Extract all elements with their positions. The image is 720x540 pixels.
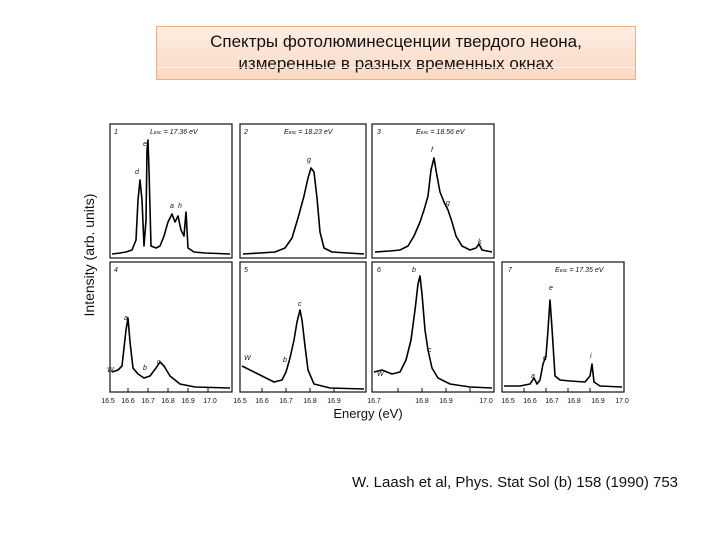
x-axis-label: Energy (eV) [333, 406, 402, 421]
panel-6-spectrum [373, 275, 493, 389]
xtick-label: 16.5 [233, 398, 247, 405]
xtick-label: 16.7 [279, 398, 293, 405]
p6-label-b: b [412, 267, 416, 274]
p5-label-c: c [298, 301, 302, 308]
panel-3-frame [371, 123, 495, 259]
p1-label-a: a [170, 203, 174, 210]
p6-label-w: W [377, 371, 385, 378]
panel-2-frame [239, 123, 367, 259]
p7-label-e: e [549, 285, 553, 292]
xtick-label: 16.8 [303, 398, 317, 405]
p4-label-b: b [143, 365, 147, 372]
xtick-label: 16.9 [327, 398, 341, 405]
panel-6-number: 6 [377, 267, 381, 274]
p2-label-g: g [307, 157, 311, 164]
p1-label-h: h [178, 203, 182, 210]
panel-6-frame [371, 261, 495, 393]
p5-label-b: b [283, 357, 287, 364]
slide-title: Спектры фотолюминесценции твердого неона… [156, 26, 636, 80]
slide-title-line-1: Спектры фотолюминесценции твердого неона… [210, 32, 582, 51]
panel-2-energy: Eexc = 18.23 eV [284, 129, 334, 136]
p4-label-a: a [124, 315, 128, 322]
panel-4-spectrum [111, 317, 231, 389]
y-axis-label: Intensity (arb. units) [81, 194, 97, 317]
panel-2-number: 2 [243, 129, 248, 136]
p3-label-g: g [446, 200, 450, 207]
xtick-label: 16.5 [501, 398, 515, 405]
xtick-label: 17.0 [203, 398, 217, 405]
xtick-label: 16.5 [101, 398, 115, 405]
panel-3-energy: Eexc = 18.56 eV [416, 129, 466, 136]
panel-4-number: 4 [114, 267, 118, 274]
p3-label-f: f [431, 147, 434, 154]
p7-label-d: d [543, 355, 548, 362]
p7-label-i: i [590, 353, 592, 360]
xtick-label: 16.8 [161, 398, 175, 405]
xtick-label: 16.9 [439, 398, 453, 405]
panel-3-spectrum [374, 157, 493, 253]
citation: W. Laash et al, Phys. Stat Sol (b) 158 (… [352, 474, 679, 491]
xtick-label: 16.7 [545, 398, 559, 405]
p7-label-a: a [531, 373, 535, 380]
p3-label-k: k [478, 239, 482, 246]
panel-7-energy: Eexc = 17.35 eV [555, 267, 605, 274]
panel-3-number: 3 [377, 129, 381, 136]
panel-1-number: 1 [114, 129, 118, 136]
xtick-label: 16.8 [415, 398, 429, 405]
panel-5-frame [239, 261, 367, 393]
panel-5-spectrum [241, 309, 365, 390]
xtick-label: 16.6 [121, 398, 135, 405]
xtick-label: 16.6 [255, 398, 269, 405]
panel-1-energy: Lexc = 17.36 eV [150, 129, 199, 136]
panel-1-spectrum [111, 139, 231, 255]
xtick-label: 16.7 [141, 398, 155, 405]
xtick-label: 16.9 [591, 398, 605, 405]
xtick-label: 16.8 [567, 398, 581, 405]
p1-label-e: e [143, 141, 147, 148]
panel-4-frame [109, 261, 233, 393]
panel-5-number: 5 [244, 267, 248, 274]
panel-7-frame [501, 261, 625, 393]
xtick-label: 16.9 [181, 398, 195, 405]
p5-label-w: W [244, 355, 252, 362]
xtick-label: 16.6 [523, 398, 537, 405]
panel-2-spectrum [242, 167, 365, 255]
p1-label-j: j [185, 221, 188, 228]
p4-label-c: c [157, 359, 161, 366]
panel-1-frame [109, 123, 233, 259]
title-rule [157, 67, 635, 68]
xtick-label: 16.7 [367, 398, 381, 405]
p4-label-w: W [107, 367, 115, 374]
p1-label-d: d [135, 169, 140, 176]
p6-label-c: c [428, 347, 432, 354]
xtick-label: 17.0 [479, 398, 493, 405]
panel-7-spectrum [504, 299, 623, 388]
xtick-label: 17.0 [615, 398, 629, 405]
slide-title-line-2: измеренные в разных временных окнах [238, 54, 554, 73]
panel-7-number: 7 [508, 267, 513, 274]
